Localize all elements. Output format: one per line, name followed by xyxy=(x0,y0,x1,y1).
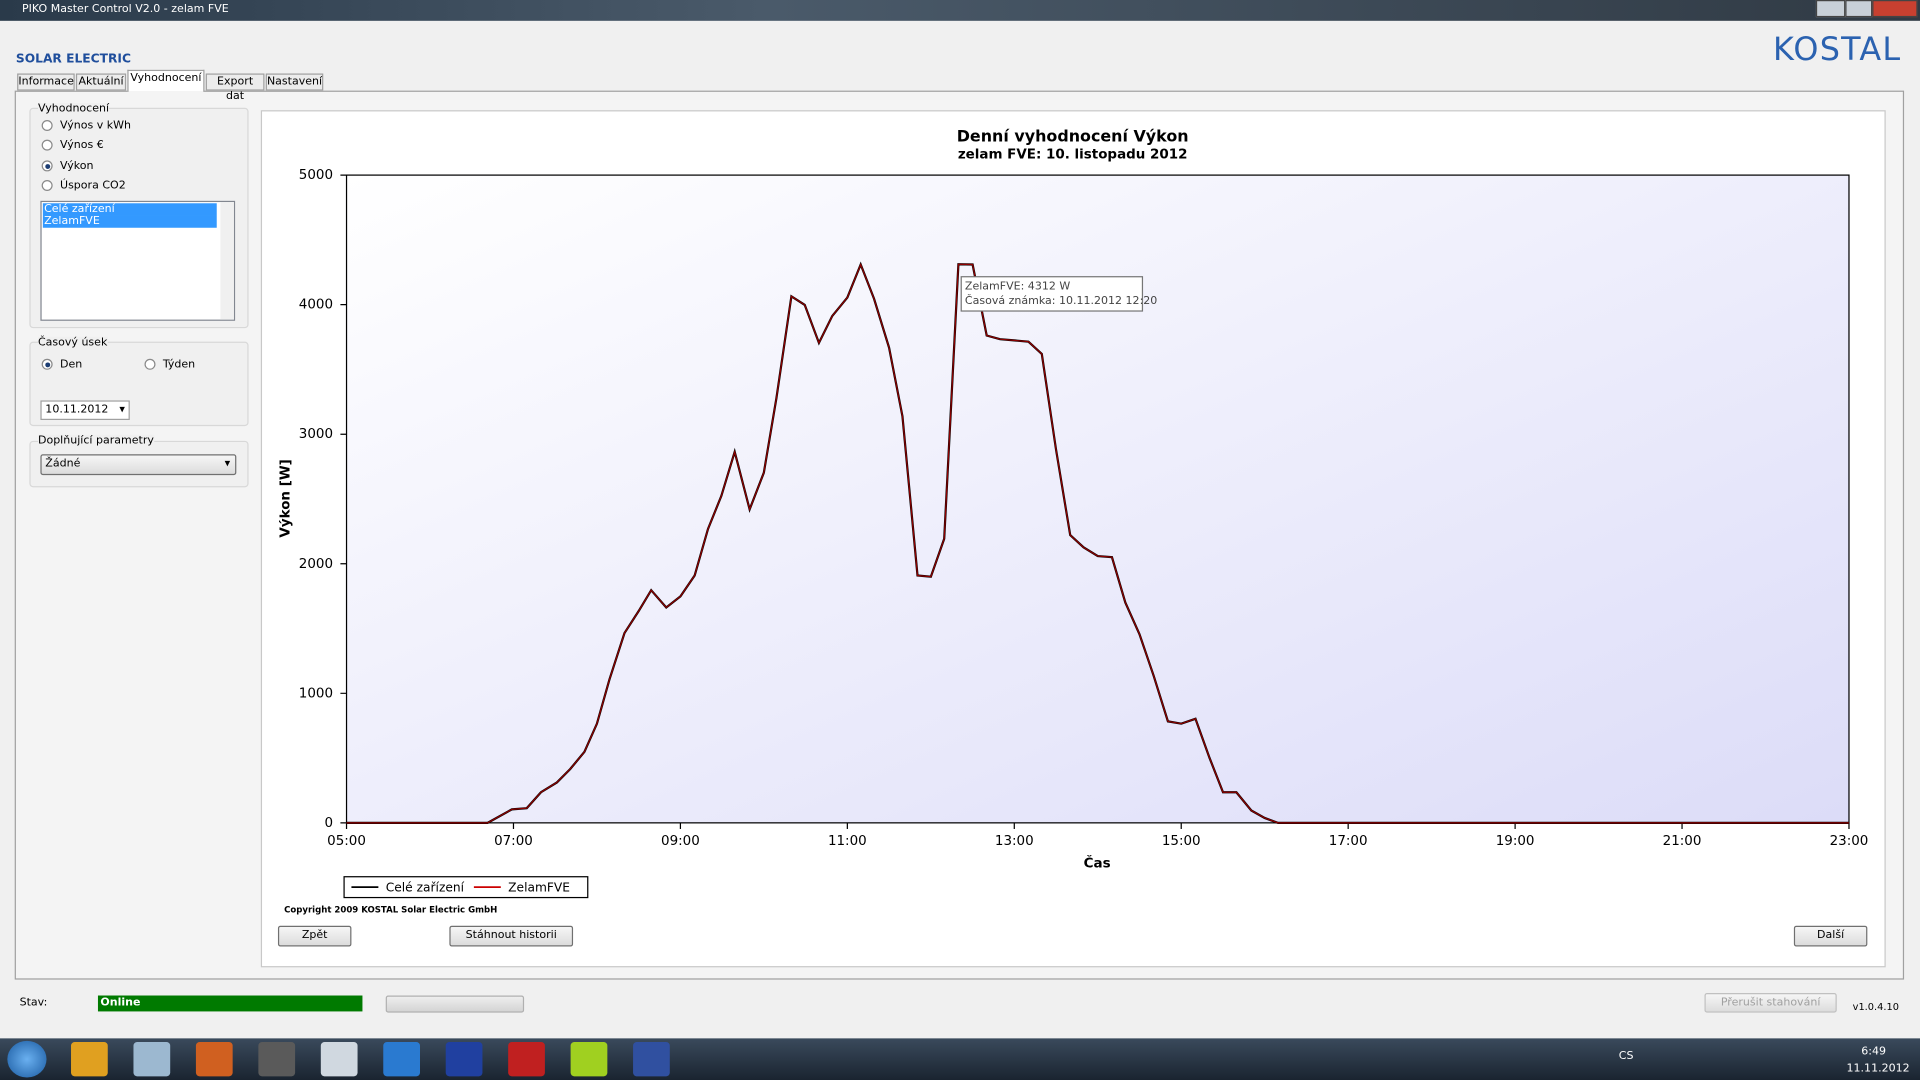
radio-label: Výkon xyxy=(60,159,94,173)
device-item[interactable]: Celé zařízení xyxy=(42,203,217,216)
y-tick-label: 5000 xyxy=(299,168,333,183)
button[interactable]: Další xyxy=(1793,925,1868,947)
tab[interactable]: Vyhodnocení xyxy=(127,69,205,92)
radio[interactable] xyxy=(41,159,53,171)
progress-bar xyxy=(385,995,525,1013)
legend-box xyxy=(343,876,589,899)
maximize-button[interactable] xyxy=(1845,0,1873,18)
minimize-button[interactable] xyxy=(1815,0,1846,18)
dropdown-arrow: ▾ xyxy=(224,457,231,471)
radio[interactable] xyxy=(41,358,53,370)
radio-label: Úspora CO2 xyxy=(60,179,126,193)
chart: Denní vyhodnocení Výkon zelam FVE: 10. l… xyxy=(277,127,1869,916)
radio[interactable] xyxy=(41,179,53,191)
title-bar xyxy=(0,0,1920,21)
date-value: 10.11.2012 xyxy=(45,404,109,417)
language[interactable]: CS xyxy=(1618,1050,1634,1063)
copyright: Copyright 2009 KOSTAL Solar Electric Gmb… xyxy=(284,905,497,915)
y-tick-label: 3000 xyxy=(299,427,333,442)
version: v1.0.4.10 xyxy=(1852,1001,1899,1013)
logo: KOSTAL xyxy=(1773,31,1902,69)
x-axis-label: Čas xyxy=(1084,853,1111,871)
tooltip-text: ZelamFVE: 4312 W xyxy=(965,280,1070,293)
x-tick-label: 05:00 xyxy=(327,834,366,849)
tab[interactable]: Export dat xyxy=(205,73,265,103)
y-tick-label: 4000 xyxy=(299,298,333,313)
x-tick-label: 07:00 xyxy=(494,834,533,849)
y-axis-label: Výkon [W] xyxy=(277,459,293,537)
taskbar-icon[interactable] xyxy=(320,1042,358,1077)
taskbar-icon[interactable] xyxy=(71,1042,108,1077)
chart-subtitle: zelam FVE: 10. listopadu 2012 xyxy=(958,147,1188,162)
x-tick-label: 09:00 xyxy=(661,834,700,849)
y-tick-label: 2000 xyxy=(299,557,333,572)
group-label: Časový úsek xyxy=(37,336,108,349)
legend-label: ZelamFVE xyxy=(508,880,570,894)
taskbar-icon[interactable] xyxy=(383,1042,421,1077)
taskbar-icon[interactable] xyxy=(258,1042,296,1077)
extra-select[interactable]: Žádné ▾ xyxy=(40,454,237,476)
tab[interactable]: Informace xyxy=(17,73,75,91)
tab[interactable]: Nastavení xyxy=(265,73,324,91)
y-tick-label: 0 xyxy=(324,816,333,831)
radio-label: Týden xyxy=(162,358,196,372)
start-button[interactable] xyxy=(7,1040,47,1078)
radio[interactable] xyxy=(41,120,53,132)
taskbar-icon[interactable] xyxy=(195,1042,233,1077)
cancel-button[interactable]: Přerušit stahování xyxy=(1704,993,1837,1013)
y-tick-label: 1000 xyxy=(299,686,333,701)
brand: SOLAR ELECTRIC xyxy=(15,52,131,67)
status-label: Stav: xyxy=(19,996,48,1009)
x-tick-label: 13:00 xyxy=(995,834,1034,849)
taskbar xyxy=(0,1038,1920,1080)
x-tick-label: 15:00 xyxy=(1162,834,1201,849)
series-line xyxy=(346,262,1849,824)
x-tick-label: 11:00 xyxy=(828,834,867,849)
x-tick-label: 23:00 xyxy=(1830,834,1869,849)
radio-label: Výnos v kWh xyxy=(60,120,132,133)
taskbar-icon[interactable] xyxy=(570,1042,608,1077)
clock-date: 11.11.2012 xyxy=(1846,1062,1910,1076)
tab[interactable]: Aktuální xyxy=(75,73,127,91)
radio[interactable] xyxy=(144,358,156,370)
window-title: PIKO Master Control V2.0 - zelam FVE xyxy=(22,3,229,16)
radio-label: Den xyxy=(60,358,83,372)
taskbar-icon[interactable] xyxy=(633,1042,670,1077)
scrollbar[interactable] xyxy=(220,202,234,320)
taskbar-icon[interactable] xyxy=(508,1042,545,1077)
radio-label: Výnos € xyxy=(60,139,104,153)
clock-time: 6:49 xyxy=(1861,1045,1886,1058)
button[interactable]: Stáhnout historii xyxy=(449,925,574,947)
plot-area xyxy=(345,174,1850,824)
button[interactable]: Zpět xyxy=(277,925,352,947)
dropdown-arrow: ▾ xyxy=(119,404,125,417)
group-label: Vyhodnocení xyxy=(37,102,110,116)
date-picker[interactable]: 10.11.2012 ▾ xyxy=(40,400,130,421)
x-tick-label: 17:00 xyxy=(1329,834,1368,849)
x-tick-label: 21:00 xyxy=(1663,834,1702,849)
close-button[interactable] xyxy=(1872,0,1918,18)
status-value: Online xyxy=(97,995,363,1012)
taskbar-icon[interactable] xyxy=(445,1042,483,1077)
taskbar-icon[interactable] xyxy=(133,1042,171,1077)
device-item[interactable]: ZelamFVE xyxy=(42,215,217,228)
group-label: Doplňující parametry xyxy=(37,434,154,447)
chart-title: Denní vyhodnocení Výkon xyxy=(957,127,1189,146)
tooltip-text: Časová známka: 10.11.2012 12:20 xyxy=(965,294,1157,307)
legend-label: Celé zařízení xyxy=(386,880,465,894)
extra-value: Žádné xyxy=(45,457,81,471)
radio[interactable] xyxy=(41,139,53,151)
tooltip-box xyxy=(960,276,1144,312)
x-tick-label: 19:00 xyxy=(1496,834,1535,849)
